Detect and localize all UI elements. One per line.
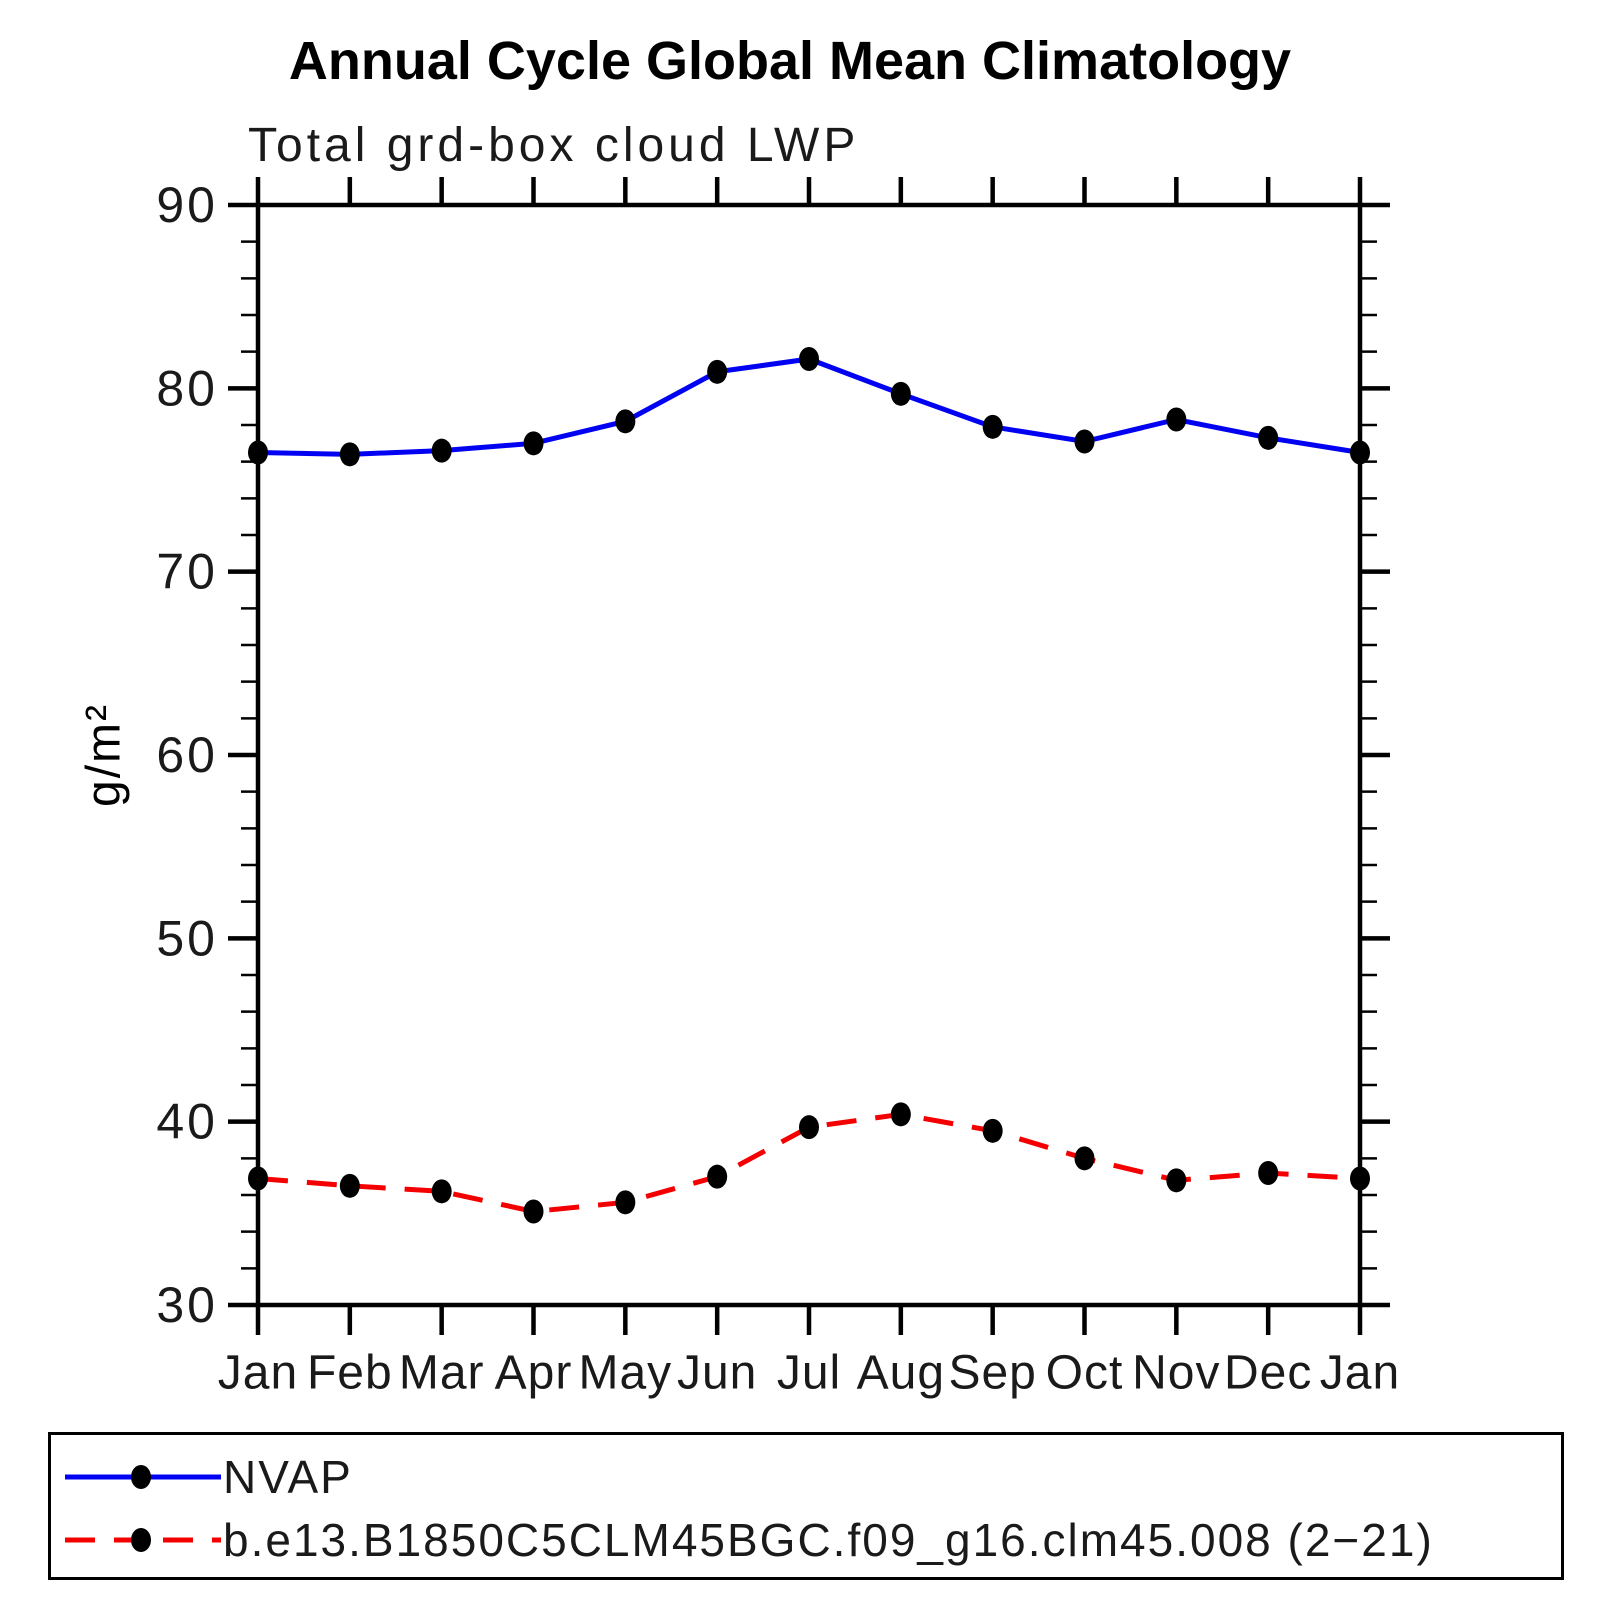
series-marker-nvap — [248, 440, 268, 465]
chart-title: Annual Cycle Global Mean Climatology — [288, 31, 1292, 91]
series-marker-nvap — [707, 359, 728, 384]
legend-label-nvap: NVAP — [223, 1451, 353, 1503]
x-tick-label: Jan — [1320, 1347, 1400, 1400]
plot-frame — [255, 202, 1363, 1308]
series-marker-nvap — [1166, 407, 1187, 432]
series-marker-model — [982, 1118, 1003, 1143]
x-tick-label: Nov — [1132, 1347, 1220, 1400]
x-tick-label: Sep — [948, 1347, 1036, 1400]
y-tick-label: 50 — [156, 910, 218, 966]
legend-label-model: b.e13.B1850C5CLM45BGC.f09_g16.clm45.008 … — [223, 1514, 1434, 1566]
series-marker-model — [1074, 1146, 1095, 1171]
series-marker-nvap — [431, 438, 452, 463]
y-tick-label: 90 — [156, 177, 218, 233]
y-tick-label: 40 — [156, 1094, 218, 1150]
series-marker-nvap — [799, 347, 819, 371]
series-marker-nvap — [1074, 429, 1095, 454]
x-tick-label: Jul — [777, 1347, 841, 1400]
series-marker-model — [1166, 1168, 1187, 1193]
series-marker-nvap — [1258, 425, 1279, 450]
chart-subtitle: Total grd-box cloud LWP — [248, 119, 860, 172]
y-tick-label: 30 — [156, 1277, 218, 1333]
series-marker-model — [1258, 1161, 1279, 1185]
legend-marker-dot — [131, 1465, 151, 1489]
legend-box: NVAP b.e13.B1850C5CLM45BGC.f09_g16.clm45… — [48, 1432, 1564, 1580]
x-tick-label: Aug — [857, 1347, 945, 1400]
legend-sample-nvap-line — [65, 1465, 221, 1489]
series-marker-nvap — [890, 381, 911, 406]
series-line-nvap — [257, 356, 1361, 457]
y-tick-label: 60 — [156, 727, 218, 783]
series-marker-model — [248, 1166, 268, 1191]
series-marker-model — [799, 1115, 819, 1140]
series-marker-model — [523, 1199, 544, 1224]
legend-marker-dot — [131, 1528, 151, 1552]
series-marker-model — [1350, 1166, 1370, 1191]
x-tick-label: Mar — [399, 1347, 485, 1400]
series-marker-model — [615, 1190, 636, 1215]
x-tick-label: Oct — [1046, 1347, 1124, 1400]
series-marker-nvap — [523, 431, 544, 456]
y-tick-label: 80 — [156, 360, 218, 416]
series-marker-model — [707, 1164, 728, 1189]
x-tick-label: Jan — [218, 1347, 298, 1400]
x-tick-label: Apr — [495, 1347, 573, 1400]
x-tick-label: Dec — [1224, 1347, 1312, 1400]
series-marker-model — [339, 1173, 360, 1198]
series-marker-nvap — [982, 414, 1003, 439]
x-tick-label: May — [578, 1347, 672, 1400]
series-marker-nvap — [339, 442, 360, 467]
x-tick-label: Jun — [677, 1347, 757, 1400]
series-marker-nvap — [615, 409, 636, 434]
legend-sample-model-line — [65, 1528, 221, 1552]
x-tick-label: Feb — [307, 1347, 393, 1400]
series-marker-model — [431, 1179, 452, 1204]
y-tick-label: 70 — [156, 544, 218, 600]
series-marker-nvap — [1350, 440, 1370, 465]
series-marker-model — [890, 1102, 911, 1127]
